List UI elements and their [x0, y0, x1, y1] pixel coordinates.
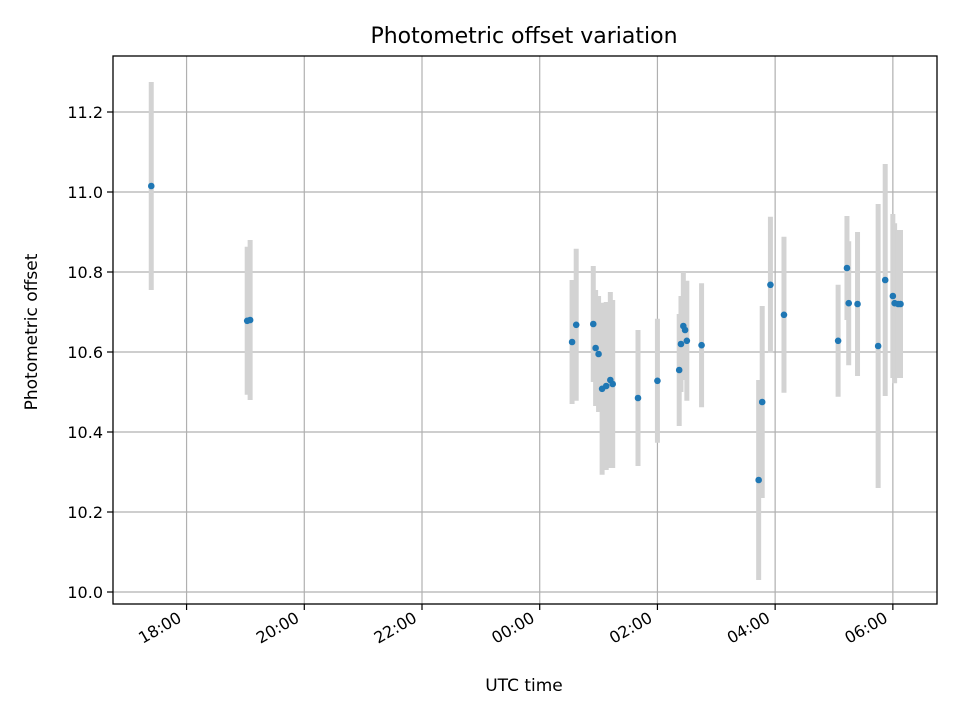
data-point — [845, 299, 853, 307]
data-point — [681, 326, 689, 334]
data-point — [843, 264, 851, 272]
data-points — [147, 182, 904, 484]
data-point — [854, 300, 861, 308]
data-point — [568, 338, 576, 346]
data-point — [246, 316, 254, 324]
data-point — [683, 337, 691, 345]
data-point — [677, 340, 685, 348]
x-axis-label: UTC time — [485, 676, 563, 696]
y-tick-label: 10.8 — [67, 263, 103, 282]
data-point — [755, 476, 762, 484]
x-tick-label: 06:00 — [841, 608, 890, 648]
y-tick-label: 10.6 — [67, 343, 103, 362]
x-tick-label: 04:00 — [724, 608, 773, 648]
y-axis-label: Photometric offset — [22, 253, 42, 410]
data-point — [758, 398, 766, 406]
x-axis-ticks: 18:00 20:00 22:00 00:00 02:00 04:00 06:00 — [135, 604, 894, 648]
data-point — [654, 377, 661, 385]
x-tick-label: 20:00 — [253, 608, 302, 648]
y-tick-label: 10.4 — [67, 423, 103, 442]
data-point — [602, 382, 610, 390]
error-bars — [148, 82, 904, 580]
y-tick-label: 11.0 — [67, 183, 103, 202]
x-tick-label: 02:00 — [606, 608, 655, 648]
y-tick-label: 10.2 — [67, 503, 103, 522]
data-point — [675, 366, 683, 374]
data-point — [834, 337, 842, 345]
data-point — [767, 281, 774, 289]
y-tick-label: 11.2 — [67, 103, 103, 122]
data-point — [572, 321, 580, 329]
data-point — [634, 394, 642, 402]
data-point — [881, 276, 889, 284]
chart-title: Photometric offset variation — [370, 24, 677, 49]
data-point — [595, 350, 602, 358]
data-point — [897, 300, 904, 308]
data-point — [780, 311, 788, 319]
data-point — [698, 341, 705, 349]
x-tick-label: 22:00 — [371, 608, 420, 648]
y-tick-label: 10.0 — [67, 583, 103, 602]
y-axis-ticks: 10.0 10.2 10.4 10.6 10.8 11.0 11.2 — [67, 103, 113, 602]
x-tick-label: 00:00 — [488, 608, 537, 648]
data-point — [592, 344, 599, 352]
data-point — [874, 342, 882, 350]
data-point — [147, 182, 155, 190]
data-point — [589, 320, 597, 328]
data-point — [609, 380, 616, 388]
x-tick-label: 18:00 — [135, 608, 184, 648]
plot-frame — [112, 55, 938, 605]
data-point — [889, 292, 897, 300]
grid — [113, 56, 937, 604]
